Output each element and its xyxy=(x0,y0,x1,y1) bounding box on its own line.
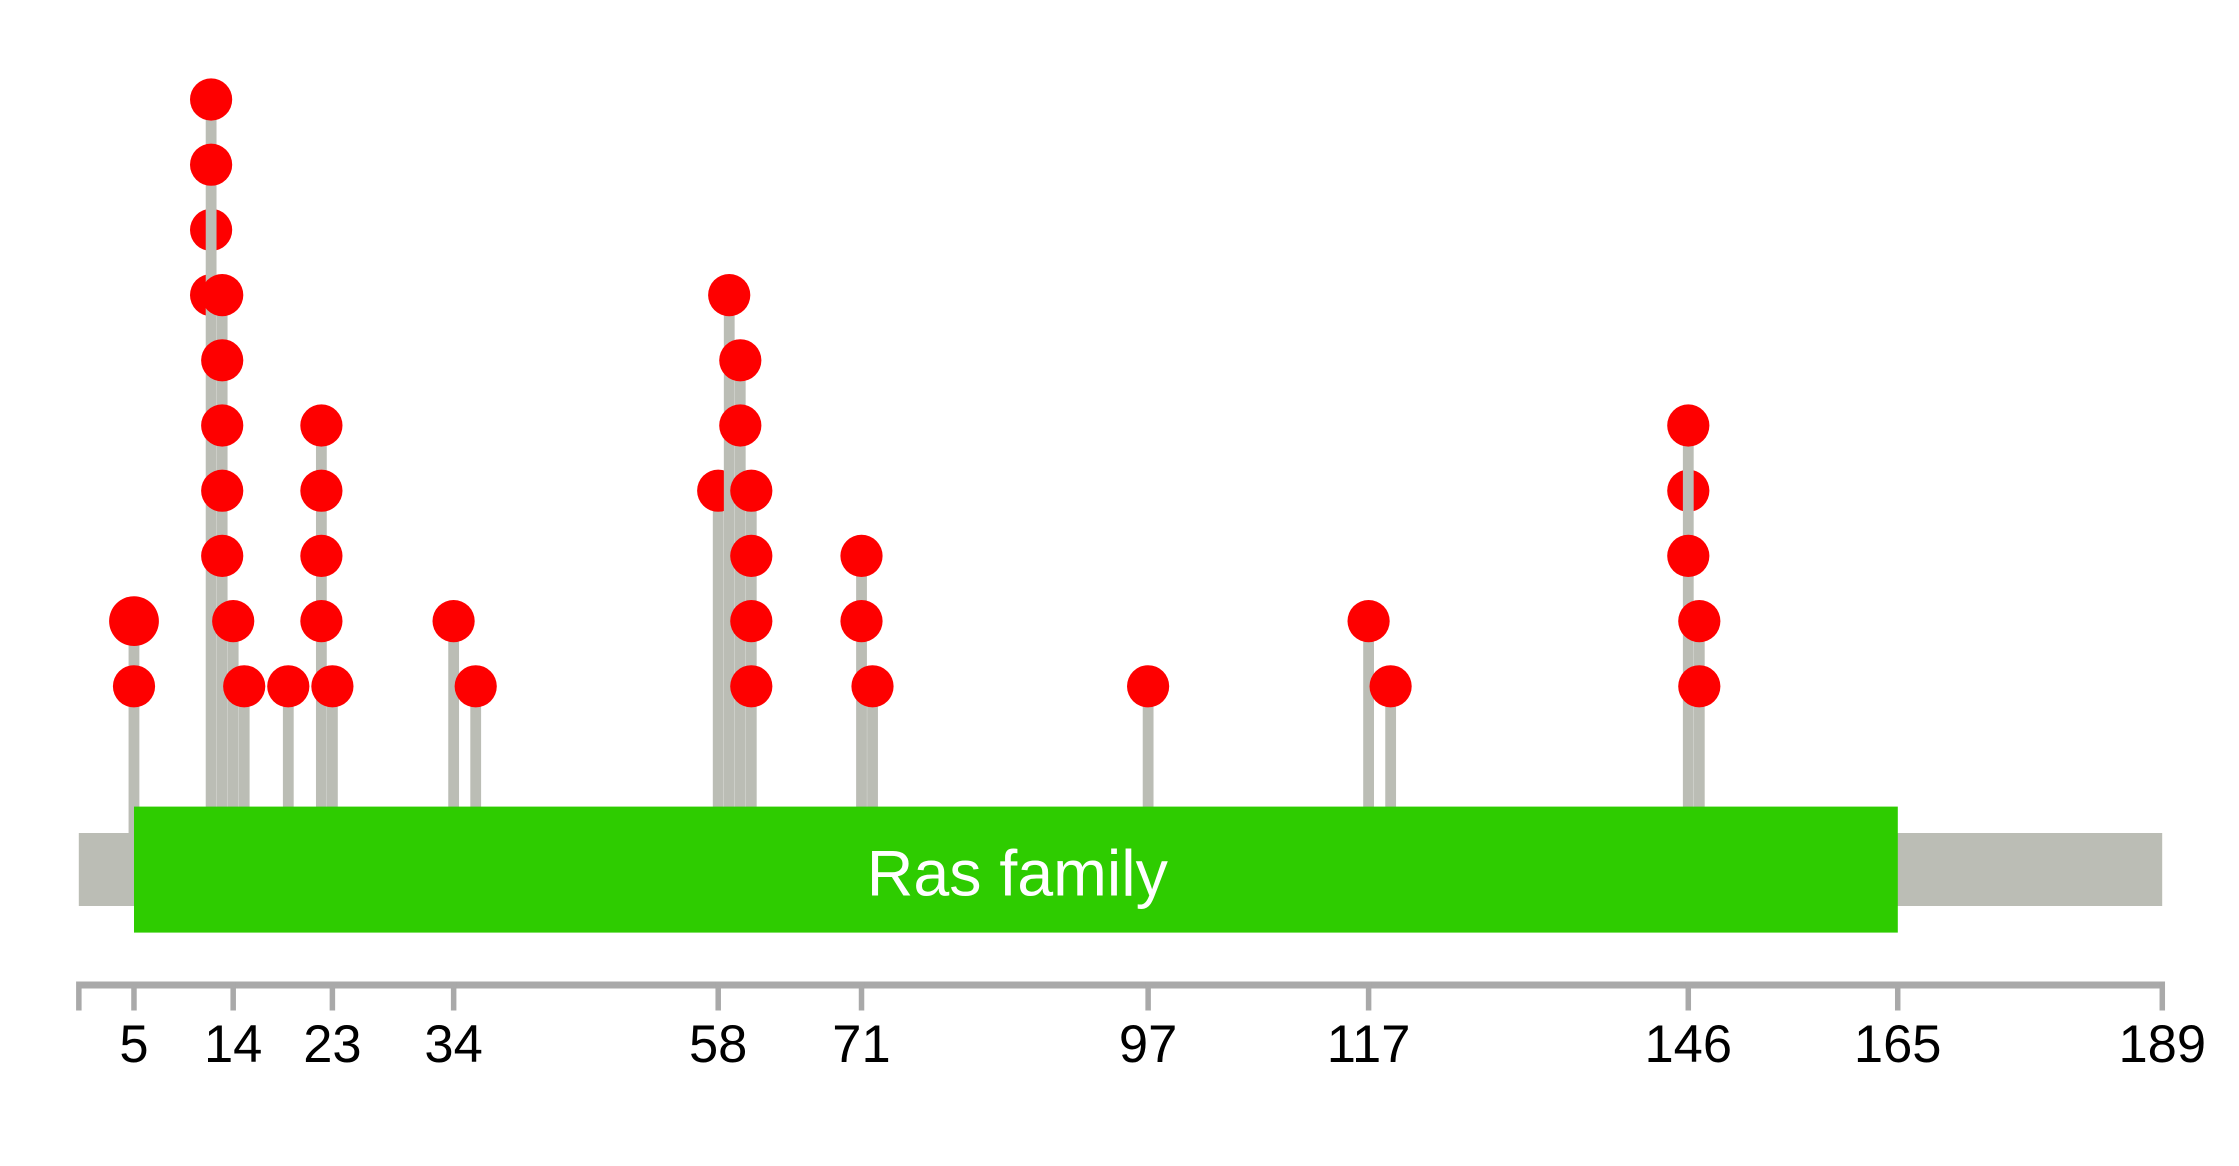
svg-text:71: 71 xyxy=(832,1015,890,1074)
svg-text:165: 165 xyxy=(1854,1015,1942,1074)
svg-text:14: 14 xyxy=(204,1015,262,1074)
svg-text:5: 5 xyxy=(119,1015,148,1074)
svg-text:117: 117 xyxy=(1327,1015,1411,1074)
svg-text:146: 146 xyxy=(1644,1015,1732,1074)
svg-text:23: 23 xyxy=(303,1015,361,1074)
svg-text:97: 97 xyxy=(1119,1015,1177,1074)
svg-text:Ras family: Ras family xyxy=(867,838,1169,910)
svg-text:58: 58 xyxy=(689,1015,747,1074)
svg-text:34: 34 xyxy=(424,1015,482,1074)
svg-text:189: 189 xyxy=(2118,1015,2206,1074)
